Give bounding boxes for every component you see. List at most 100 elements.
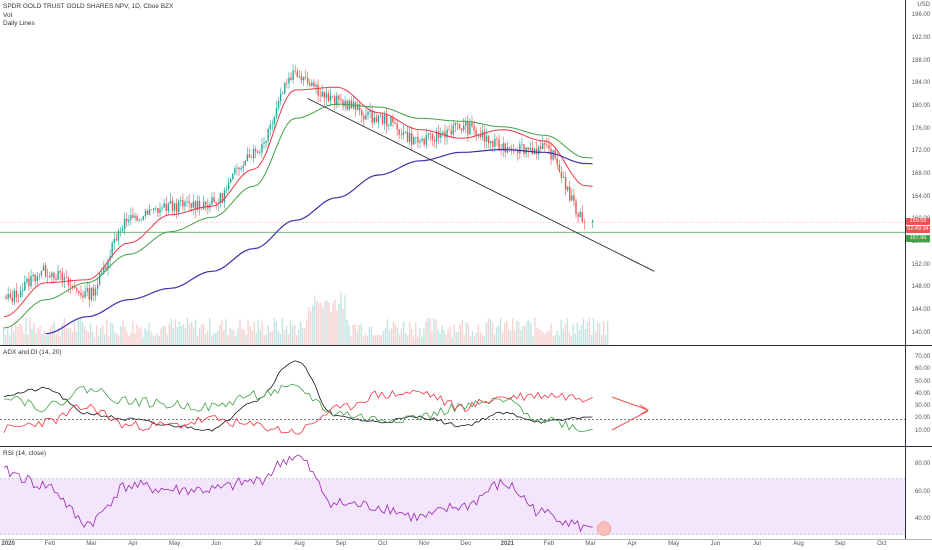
volume-bar [205, 332, 207, 345]
candle-body [508, 147, 511, 149]
price-pane[interactable] [0, 0, 905, 345]
volume-bar [404, 332, 407, 345]
volume-bar [184, 328, 187, 345]
time-axis-label: Oct [377, 541, 388, 547]
volume-bar [481, 335, 484, 345]
candle-body [452, 125, 454, 135]
volume-bar [75, 331, 78, 345]
volume-bar [328, 302, 330, 345]
candle-body [334, 96, 336, 106]
candle-body [40, 270, 43, 276]
adx-label[interactable]: ADX and DI (14, 20) [3, 349, 62, 356]
daily-lines-label[interactable]: Daily Lines [3, 20, 35, 27]
volume-bar [144, 327, 146, 345]
candle-body [107, 260, 109, 270]
volume-bar [534, 317, 536, 345]
volume-bar [3, 327, 5, 345]
volume-bar [104, 334, 106, 345]
volume-bar [59, 336, 61, 345]
candle-body [358, 104, 361, 111]
candle-body [17, 296, 20, 298]
volume-bar [546, 331, 548, 345]
volume-bar [87, 332, 90, 345]
volume-bar [556, 330, 558, 345]
volume-bar [477, 324, 480, 345]
volume-bar [45, 335, 47, 345]
time-axis-label: Jul [753, 541, 761, 547]
candle-body [26, 278, 28, 282]
symbol-title[interactable]: SPDR GOLD TRUST GOLD SHARES NPV, 1D, Cbo… [3, 3, 174, 10]
volume-bar [255, 332, 257, 345]
candle-body [462, 125, 465, 131]
volume-bar [421, 336, 423, 345]
candle-body [331, 95, 334, 97]
volume-bar [257, 319, 259, 345]
volume-bar [235, 335, 237, 345]
volume-bar [279, 334, 282, 345]
volume-bar [77, 319, 80, 345]
time-axis-label: Jul [253, 541, 262, 547]
volume-bar [366, 335, 368, 345]
pane-separator[interactable] [0, 446, 932, 447]
candle-body [577, 214, 579, 218]
candle-body [257, 151, 259, 153]
time-axis[interactable]: 2020 Feb Mar Apr May Jun Jul Aug Sep Oct Nov Dec 202… [0, 539, 932, 550]
candle-body [136, 215, 138, 221]
rsi-pane[interactable] [0, 447, 905, 539]
candle-body [51, 272, 53, 278]
pane-separator[interactable] [0, 345, 932, 346]
candle-body [111, 242, 113, 257]
volume-bar [118, 335, 120, 345]
volume-bar [310, 310, 312, 345]
adx-pane[interactable] [0, 346, 905, 446]
price-axis[interactable]: USD 196.00 192.00 188.00 184.00 180.00 176.00… [905, 0, 932, 345]
volume-bar [370, 326, 373, 345]
candle-body [456, 123, 459, 124]
volume-bar [505, 321, 508, 345]
rsi-chart[interactable] [0, 447, 905, 539]
candle-body [250, 157, 253, 159]
adx-axis[interactable]: 70.00 60.00 50.00 40.00 30.00 20.00 10.00 [905, 346, 932, 446]
candle-body [5, 296, 7, 299]
volume-bar [354, 324, 356, 345]
axis-tick-label: 196.00 [911, 12, 930, 19]
candle-body [46, 275, 49, 277]
volume-bar [334, 299, 336, 345]
axis-tick-label: 60.00 [914, 488, 930, 495]
candle-body [186, 201, 188, 202]
candle-body [246, 154, 249, 162]
volume-bar [150, 331, 152, 345]
volume-bar [176, 327, 179, 345]
rsi-axis[interactable]: 80.00 60.00 40.00 [905, 447, 932, 539]
candle-body [527, 147, 529, 150]
candle-body [240, 167, 242, 170]
axis-tick-label: 30.00 [914, 403, 930, 410]
volume-bar [590, 335, 593, 345]
candle-body [63, 277, 66, 281]
candle-body [178, 201, 180, 213]
candle-body [361, 110, 363, 116]
volume-bar [578, 329, 581, 345]
volume-bar [491, 322, 494, 345]
chart-legend: SPDR GOLD TRUST GOLD SHARES NPV, 1D, Cbo… [3, 3, 173, 29]
volume-bar [174, 319, 177, 345]
price-chart[interactable] [0, 0, 905, 345]
volume-bar [499, 317, 502, 345]
candle-body [96, 284, 99, 290]
volume-label[interactable]: Vol [3, 11, 13, 19]
time-axis-label: 2021 [500, 541, 515, 547]
volume-bar [388, 329, 391, 345]
volume-bar [445, 335, 447, 345]
candle-body [512, 150, 515, 152]
adx-chart[interactable] [0, 346, 905, 446]
candle-body [375, 117, 378, 122]
candle-body [396, 123, 398, 130]
volume-bar [386, 319, 389, 345]
candle-body [9, 294, 11, 298]
candle-body [92, 287, 95, 296]
candle-body [138, 220, 140, 221]
candle-body [575, 200, 577, 215]
volume-bar [283, 330, 286, 345]
rsi-label[interactable]: RSI (14, close) [3, 450, 46, 457]
candle-body [200, 208, 203, 210]
